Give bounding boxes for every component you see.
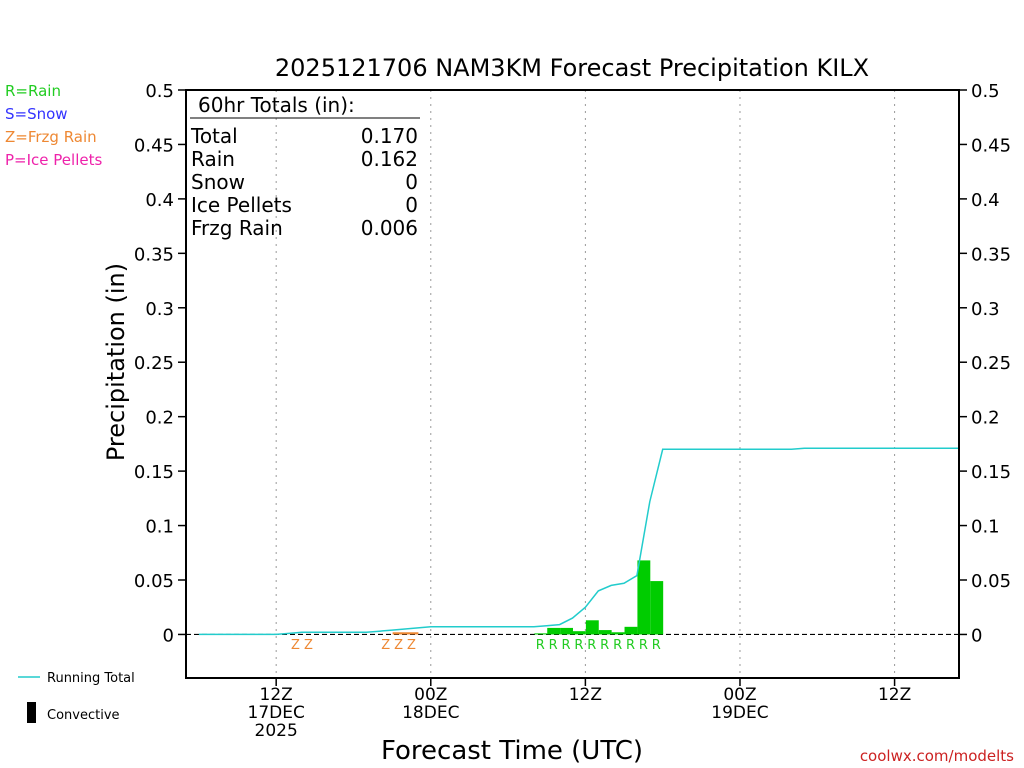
precip-bar	[534, 633, 548, 635]
y-axis-label: Precipitation (in)	[102, 263, 130, 461]
x-tick-label: 17DEC	[248, 703, 305, 723]
ptype-marker: Z	[381, 638, 390, 653]
totals-header: 60hr Totals (in):	[198, 93, 355, 117]
y-tick-label-left: 0.45	[134, 135, 174, 156]
ptype-marker: R	[562, 638, 571, 653]
ptype-marker: Z	[291, 638, 300, 653]
y-tick-label-right: 0.1	[971, 517, 1000, 538]
precip-bar	[650, 581, 664, 635]
y-tick-label-left: 0.4	[145, 190, 174, 211]
ptype-marker: Z	[407, 638, 416, 653]
y-tick-label-left: 0.1	[145, 517, 174, 538]
convective-legend-label: Convective	[47, 708, 120, 723]
totals-row-value: 0	[405, 170, 418, 194]
y-axis-right: 0 0.05 0.1 0.15 0.2 0.25 0.3 0.35 0.4 0.45 0.5	[959, 81, 1011, 646]
x-tick-label: 00Z	[414, 685, 447, 705]
totals-row-value: 0.006	[361, 216, 418, 240]
totals-row-label: Snow	[191, 170, 245, 194]
y-tick-label-left: 0.15	[134, 462, 174, 483]
x-axis-label: Forecast Time (UTC)	[381, 736, 643, 766]
y-tick-label-right: 0.2	[971, 408, 1000, 429]
totals-row-value: 0	[405, 193, 418, 217]
totals-row-value: 0.162	[361, 147, 418, 171]
y-tick-label-right: 0.45	[971, 135, 1011, 156]
y-tick-label-left: 0.25	[134, 353, 174, 374]
y-tick-label-left: 0.35	[134, 244, 174, 265]
precip-bar	[611, 632, 625, 635]
x-tick-label: 12Z	[260, 685, 293, 705]
precip-bar	[598, 630, 612, 635]
ptype-marker: R	[639, 638, 648, 653]
precip-bar	[573, 631, 586, 635]
x-tick-label: 18DEC	[402, 703, 459, 723]
ptype-legend-item: P=Ice Pellets	[5, 151, 102, 169]
series-legend: Running Total Convective	[18, 671, 135, 723]
ptype-legend-item: S=Snow	[5, 105, 68, 123]
y-tick-label-right: 0.25	[971, 353, 1011, 374]
precip-type-legend: R=Rain S=Snow Z=Frzg Rain P=Ice Pellets	[5, 82, 102, 169]
frzg-rain-bar	[405, 632, 419, 635]
y-tick-label-right: 0.05	[971, 571, 1011, 592]
y-tick-label-left: 0.05	[134, 571, 174, 592]
running-total-legend-label: Running Total	[47, 671, 135, 686]
precip-bar	[585, 620, 599, 635]
totals-row-label: Total	[190, 124, 238, 148]
ptype-marker: R	[613, 638, 622, 653]
ptype-marker: R	[652, 638, 661, 653]
bars-layer	[392, 560, 664, 635]
ptype-marker: R	[549, 638, 558, 653]
y-tick-label-right: 0.4	[971, 190, 1000, 211]
precip-bar	[547, 627, 561, 635]
y-tick-label-left: 0	[163, 625, 174, 646]
running-total-line	[198, 447, 959, 636]
totals-rows: Total 0.170 Rain 0.162 Snow 0 Ice Pellets 0 Frzg…	[190, 124, 418, 240]
x-tick-label: 2025	[255, 721, 298, 741]
ptype-marker: R	[574, 638, 583, 653]
ptype-marker: R	[626, 638, 635, 653]
x-tick-label: 12Z	[878, 685, 911, 705]
chart-title: 2025121706 NAM3KM Forecast Precipitation…	[275, 54, 869, 82]
x-tick-label: 00Z	[723, 685, 756, 705]
x-tick-label: 12Z	[569, 685, 602, 705]
totals-row-label: Rain	[191, 147, 235, 171]
totals-row-label: Frzg Rain	[191, 216, 283, 240]
ptype-legend-item: R=Rain	[5, 82, 61, 100]
y-tick-label-left: 0.2	[145, 408, 174, 429]
ptype-marker: Z	[394, 638, 403, 653]
totals-row-label: Ice Pellets	[191, 193, 292, 217]
x-tick-label: 19DEC	[711, 703, 768, 723]
totals-box: 60hr Totals (in): Total 0.170 Rain 0.162 Sno…	[190, 93, 420, 240]
precip-bar	[637, 560, 651, 635]
ptype-marker: R	[587, 638, 596, 653]
ptype-marker: Z	[304, 638, 313, 653]
totals-row-value: 0.170	[361, 124, 418, 148]
y-tick-label-right: 0	[971, 625, 982, 646]
running-total-layer	[198, 447, 959, 636]
plot-frame	[185, 89, 960, 679]
ptype-legend-item: Z=Frzg Rain	[5, 128, 97, 146]
precip-bar	[560, 627, 573, 635]
y-tick-label-right: 0.3	[971, 299, 1000, 320]
convective-legend-swatch	[27, 702, 36, 723]
y-tick-label-left: 0.5	[145, 81, 174, 102]
y-tick-label-left: 0.3	[145, 299, 174, 320]
ptype-marker: R	[536, 638, 545, 653]
y-axis-left: 0 0.05 0.1 0.15 0.2 0.25 0.3 0.35 0.4 0.45 0.5	[134, 81, 186, 646]
ptype-marker: R	[600, 638, 609, 653]
y-tick-label-right: 0.15	[971, 462, 1011, 483]
y-tick-label-right: 0.35	[971, 244, 1011, 265]
precip-bar	[624, 626, 638, 635]
y-tick-label-right: 0.5	[971, 81, 1000, 102]
frzg-rain-bar	[392, 632, 406, 635]
credit-text: coolwx.com/modelts	[860, 747, 1014, 765]
